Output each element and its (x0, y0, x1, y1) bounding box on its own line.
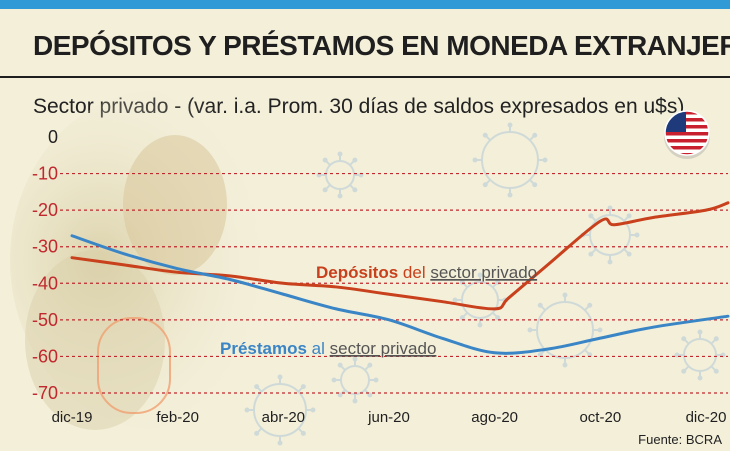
virus-icon (316, 151, 364, 199)
prestamos-label-word: Préstamos (220, 339, 307, 358)
depositos-label-suffix: sector privado (430, 263, 537, 282)
title-divider (0, 76, 730, 78)
prestamos-label-connector: al (307, 339, 330, 358)
y-tick-label: -50 (32, 310, 58, 330)
y-axis: 0 -10 -20 -30 -40 -50 -60 -70 (32, 127, 58, 403)
x-tick-label: dic-19 (52, 409, 93, 426)
series-line-prestamos (70, 234, 730, 355)
x-tick-label: dic-20 (686, 409, 727, 426)
prestamos-label-suffix: sector privado (330, 339, 437, 358)
y-tick-label: -30 (32, 237, 58, 257)
chart-title: DEPÓSITOS Y PRÉSTAMOS EN MONEDA EXTRANJE… (33, 30, 730, 61)
virus-icon (331, 356, 379, 404)
x-tick-label: oct-20 (579, 409, 621, 426)
top-accent-bar (0, 0, 730, 9)
y-tick-label: -20 (32, 200, 58, 220)
virus-icon (472, 122, 548, 198)
depositos-label-connector: del (398, 263, 430, 282)
x-tick-label: ago-20 (471, 409, 518, 426)
y-tick-label: -60 (32, 346, 58, 366)
x-tick-label: jun-20 (367, 409, 410, 426)
virus-icon (244, 374, 316, 446)
series-lines (70, 201, 730, 355)
y-tick-label: -70 (32, 383, 58, 403)
background-photo (10, 90, 310, 430)
virus-icon (580, 205, 640, 265)
series-label-depositos: Depósitos del sector privado (316, 263, 537, 282)
us-flag-icon (664, 110, 710, 159)
x-axis: dic-19 feb-20 abr-20 jun-20 ago-20 oct-20 dic-… (52, 409, 727, 426)
y-tick-label: 0 (48, 127, 58, 147)
depositos-label-word: Depósitos (316, 263, 398, 282)
y-tick-label: -10 (32, 164, 58, 184)
virus-decorations (244, 122, 726, 446)
source-note: Fuente: BCRA (638, 432, 722, 447)
virus-icon (674, 329, 726, 381)
x-tick-label: abr-20 (262, 409, 305, 426)
series-label-prestamos: Préstamos al sector privado (220, 339, 436, 358)
y-tick-label: -40 (32, 273, 58, 293)
x-tick-label: feb-20 (156, 409, 199, 426)
